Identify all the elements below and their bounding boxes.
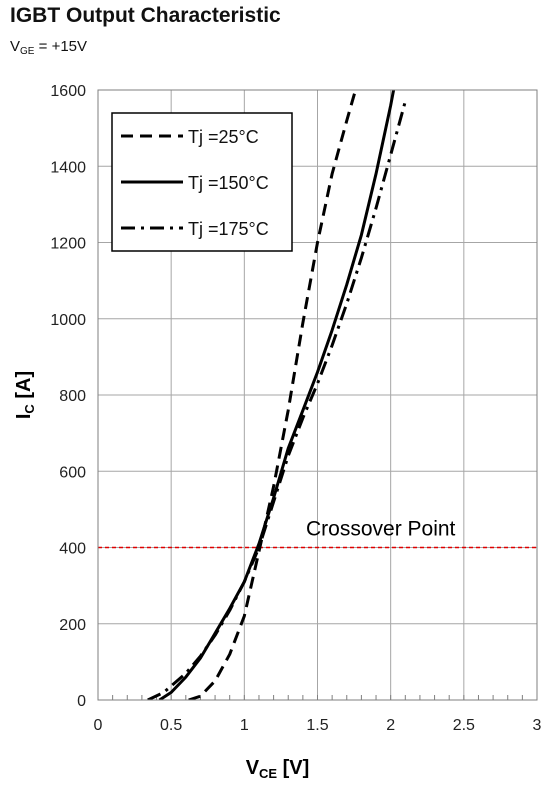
legend-label-1: Tj =150°C [188,173,269,193]
y-tick-label-1: 200 [59,617,86,634]
plot-frame [97,89,538,701]
y-tick-labels: 0 200 400 600 800 1000 1200 1400 1600 [50,83,86,710]
chart-subtitle: VGE = +15V [10,38,88,57]
y-tick-label-3: 600 [59,464,86,481]
crossover-label: Crossover Point [306,518,456,541]
minor-ticks [112,695,523,700]
x-tick-label-1: 0.5 [160,717,182,734]
x-tick-label-5: 2.5 [453,717,475,734]
y-tick-label-5: 1000 [50,312,86,329]
legend: Tj =25°C Tj =150°C Tj =175°C [111,112,293,252]
y-tick-label-2: 400 [59,541,86,558]
legend-label-0: Tj =25°C [188,127,259,147]
y-axis-label: IC [A] [13,371,37,419]
y-tick-label-8: 1600 [50,83,86,100]
x-tick-labels: 0 0.5 1 1.5 2 2.5 3 [94,717,542,734]
series-lines [147,90,407,700]
x-tick-label-4: 2 [386,717,395,734]
chart-title: IGBT Output Characteristic [10,4,281,27]
y-tick-label-0: 0 [77,693,86,710]
x-tick-label-0: 0 [94,717,103,734]
y-tick-label-7: 1400 [50,159,86,176]
x-axis-label: VCE [V] [246,757,310,781]
series-line-0 [188,90,357,700]
x-tick-label-6: 3 [533,717,542,734]
x-tick-label-2: 1 [240,717,249,734]
x-tick-label-3: 1.5 [306,717,328,734]
y-tick-label-4: 800 [59,388,86,405]
legend-label-2: Tj =175°C [188,219,269,239]
y-tick-label-6: 1200 [50,236,86,253]
series-line-2 [147,101,407,700]
